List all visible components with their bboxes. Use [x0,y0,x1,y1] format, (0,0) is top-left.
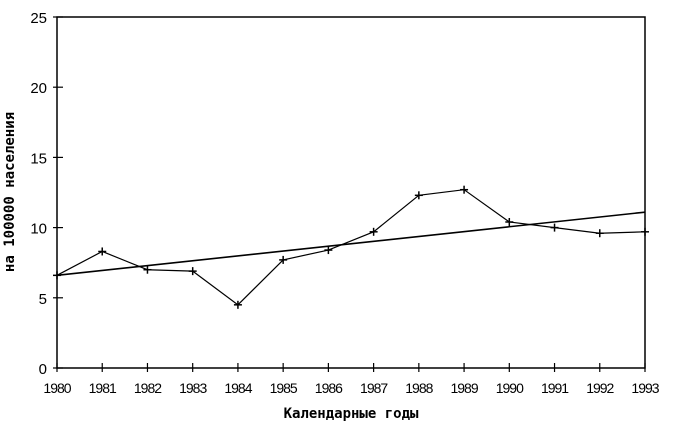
y-tick-label: 20 [30,80,47,97]
y-tick-label: 5 [39,291,47,308]
data-point [414,191,423,200]
x-tick-label: 1992 [586,380,614,396]
data-line [56,189,646,306]
y-axis-label: на 100000 населения [2,112,18,272]
data-point [550,223,559,232]
data-point [98,247,107,256]
x-tick-label: 1986 [315,380,343,396]
data-point [324,246,333,255]
x-tick-label: 1985 [270,380,298,396]
data-point [505,217,514,226]
data-point [279,255,288,264]
x-tick-label: 1983 [179,380,207,396]
data-point [188,267,197,276]
x-tick-label: 1989 [450,380,478,396]
x-tick-label: 1993 [631,380,659,396]
y-tick-label: 0 [39,361,47,378]
data-point [460,185,469,194]
x-tick-label: 1984 [224,380,252,396]
y-tick-label: 15 [30,150,47,167]
x-axis-label: Календарные годы [284,406,419,422]
data-point [595,229,604,238]
trend-line [56,211,646,277]
x-tick-label: 1990 [496,380,524,396]
x-tick-label: 1980 [43,380,71,396]
x-tick-label: 1981 [89,380,117,396]
x-tick-label: 1988 [405,380,433,396]
plot-frame [56,16,646,369]
data-point [641,227,649,236]
data-point [369,227,378,236]
x-tick-label: 1991 [541,380,569,396]
y-tick-label: 25 [30,10,47,27]
data-point [233,300,242,309]
data-point [143,265,152,274]
x-tick-label: 1987 [360,380,388,396]
x-tick-label: 1982 [134,380,162,396]
y-tick-label: 10 [30,221,47,238]
